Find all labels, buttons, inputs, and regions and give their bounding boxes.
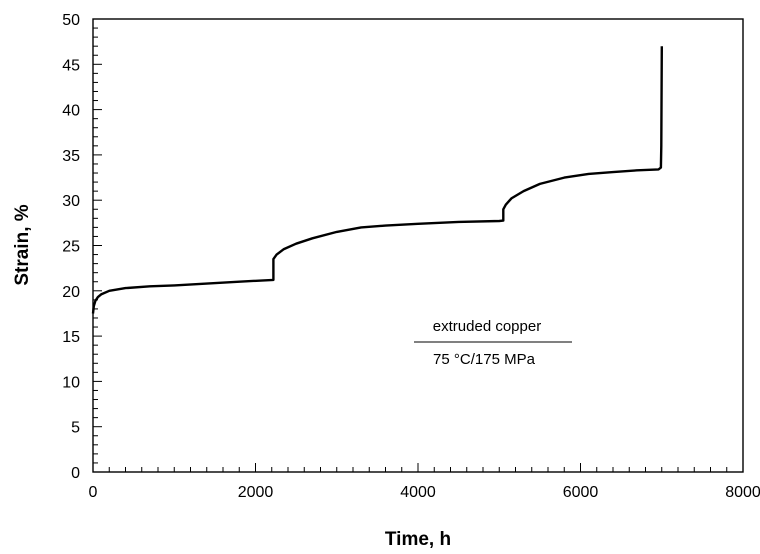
y-axis-ticks xyxy=(93,18,102,473)
annotation-conditions: 75 °C/175 MPa xyxy=(433,351,536,368)
y-tick-label: 20 xyxy=(62,284,80,301)
x-tick-label: 8000 xyxy=(725,484,760,501)
y-tick-label: 40 xyxy=(62,103,80,120)
y-tick-label: 15 xyxy=(62,329,80,346)
x-tick-label: 4000 xyxy=(400,484,436,501)
x-axis-tick-labels: 0 2000 4000 6000 8000 xyxy=(89,484,760,501)
x-axis-ticks xyxy=(92,463,744,472)
y-tick-label: 0 xyxy=(71,465,80,482)
y-tick-label: 45 xyxy=(62,57,80,74)
plot-frame xyxy=(92,18,744,473)
y-tick-label: 10 xyxy=(62,374,80,391)
x-tick-label: 0 xyxy=(89,484,98,501)
x-axis-title: Time, h xyxy=(385,529,451,550)
annotation: extruded copper 75 °C/175 MPa xyxy=(414,318,572,368)
x-tick-label: 2000 xyxy=(238,484,274,501)
y-tick-label: 25 xyxy=(62,239,80,256)
x-tick-label: 6000 xyxy=(563,484,599,501)
y-tick-label: 35 xyxy=(62,148,80,165)
y-tick-label: 5 xyxy=(71,420,80,437)
annotation-material: extruded copper xyxy=(433,318,541,335)
y-axis-tick-labels: 0 5 10 15 20 25 30 35 40 45 50 xyxy=(62,12,80,482)
y-axis-title: Strain, % xyxy=(12,204,33,285)
y-tick-label: 50 xyxy=(62,12,80,29)
strain-series-line xyxy=(91,46,663,314)
y-tick-label: 30 xyxy=(62,193,80,210)
